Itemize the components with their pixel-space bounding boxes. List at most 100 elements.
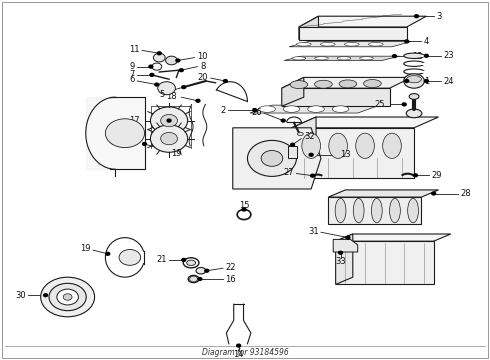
Polygon shape <box>292 117 316 178</box>
Text: 29: 29 <box>431 171 441 180</box>
Circle shape <box>198 278 202 280</box>
Ellipse shape <box>371 198 382 223</box>
Polygon shape <box>282 77 412 88</box>
Ellipse shape <box>290 81 308 89</box>
Circle shape <box>119 249 141 265</box>
Polygon shape <box>250 105 380 113</box>
Ellipse shape <box>337 57 351 60</box>
Ellipse shape <box>302 133 320 158</box>
Ellipse shape <box>404 74 424 88</box>
Circle shape <box>247 140 296 176</box>
Text: 25: 25 <box>374 100 385 109</box>
Text: 12: 12 <box>412 52 422 60</box>
Ellipse shape <box>315 57 328 60</box>
Text: 28: 28 <box>461 189 471 198</box>
Circle shape <box>161 114 177 127</box>
Ellipse shape <box>335 198 346 223</box>
Circle shape <box>150 125 188 152</box>
Circle shape <box>49 283 86 311</box>
Text: 32: 32 <box>304 132 315 141</box>
Circle shape <box>432 192 436 195</box>
Circle shape <box>155 83 159 86</box>
Polygon shape <box>292 128 414 178</box>
Circle shape <box>179 69 183 72</box>
Polygon shape <box>328 190 439 197</box>
Circle shape <box>311 174 315 177</box>
Circle shape <box>261 150 283 166</box>
Text: 11: 11 <box>129 45 140 54</box>
Ellipse shape <box>315 80 332 88</box>
Circle shape <box>339 251 343 254</box>
Ellipse shape <box>196 267 206 274</box>
Circle shape <box>158 82 175 95</box>
Text: 31: 31 <box>308 227 319 235</box>
Text: 3: 3 <box>436 12 441 21</box>
Ellipse shape <box>329 133 347 158</box>
Polygon shape <box>288 146 297 158</box>
Circle shape <box>424 80 428 82</box>
Circle shape <box>196 99 200 102</box>
Ellipse shape <box>320 42 335 46</box>
Ellipse shape <box>339 80 357 88</box>
Circle shape <box>182 258 186 261</box>
Ellipse shape <box>308 106 324 112</box>
Circle shape <box>253 109 257 112</box>
Text: 19: 19 <box>172 149 182 158</box>
Text: 13: 13 <box>341 150 351 159</box>
Circle shape <box>166 56 177 65</box>
Polygon shape <box>336 241 434 284</box>
Circle shape <box>143 143 147 145</box>
Circle shape <box>63 294 72 300</box>
Ellipse shape <box>283 106 300 112</box>
Circle shape <box>291 143 294 146</box>
Polygon shape <box>336 234 451 241</box>
Polygon shape <box>233 128 321 189</box>
Circle shape <box>150 107 188 134</box>
Circle shape <box>223 80 227 82</box>
Ellipse shape <box>383 133 401 158</box>
Circle shape <box>161 132 177 145</box>
Circle shape <box>157 52 161 55</box>
Text: 15: 15 <box>239 201 249 210</box>
Text: 1: 1 <box>424 77 429 85</box>
Circle shape <box>190 276 197 282</box>
Circle shape <box>405 40 409 43</box>
Text: 18: 18 <box>166 91 176 100</box>
Ellipse shape <box>360 57 373 60</box>
Polygon shape <box>292 117 439 128</box>
Text: 4: 4 <box>424 37 429 46</box>
Text: 22: 22 <box>225 263 236 271</box>
Circle shape <box>237 344 241 347</box>
Polygon shape <box>333 239 358 252</box>
Text: 30: 30 <box>15 291 26 300</box>
Polygon shape <box>284 56 399 60</box>
Text: 27: 27 <box>283 168 294 177</box>
Circle shape <box>182 86 186 89</box>
Text: 19: 19 <box>80 244 91 253</box>
Ellipse shape <box>353 198 364 223</box>
Circle shape <box>414 174 417 177</box>
Ellipse shape <box>390 198 400 223</box>
Polygon shape <box>289 41 412 47</box>
Text: 20: 20 <box>198 72 208 81</box>
Ellipse shape <box>259 106 275 112</box>
Ellipse shape <box>297 132 303 135</box>
Circle shape <box>346 236 350 239</box>
Circle shape <box>153 53 165 62</box>
Polygon shape <box>328 197 421 224</box>
Text: 14: 14 <box>233 350 244 359</box>
Circle shape <box>149 65 153 68</box>
Text: 9: 9 <box>129 62 135 71</box>
Ellipse shape <box>368 42 383 46</box>
Polygon shape <box>282 77 304 106</box>
Text: 6: 6 <box>129 75 135 84</box>
Ellipse shape <box>406 109 422 118</box>
Circle shape <box>281 119 285 122</box>
Ellipse shape <box>409 94 419 99</box>
Polygon shape <box>336 234 353 284</box>
Polygon shape <box>282 88 390 106</box>
Ellipse shape <box>332 106 349 112</box>
Text: 16: 16 <box>225 274 236 284</box>
Ellipse shape <box>407 76 421 83</box>
Circle shape <box>402 103 406 106</box>
